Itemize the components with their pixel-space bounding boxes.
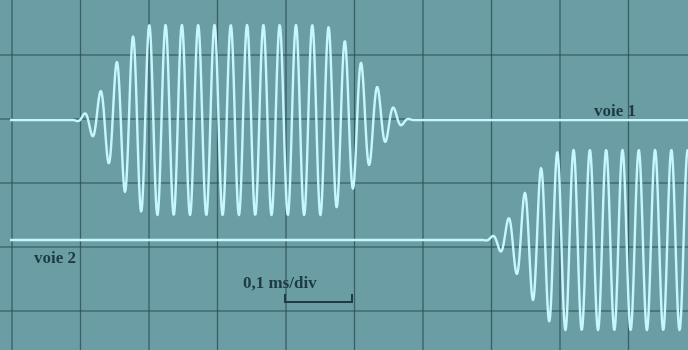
- channel-2-label: voie 2: [34, 248, 76, 267]
- page: voie 1 voie 2 0,1 ms/div (() => { const …: [0, 0, 688, 350]
- channel-1-label: voie 1: [594, 101, 636, 120]
- timebase-label: 0,1 ms/div: [243, 273, 317, 292]
- oscilloscope-screen: voie 1 voie 2 0,1 ms/div: [0, 0, 688, 350]
